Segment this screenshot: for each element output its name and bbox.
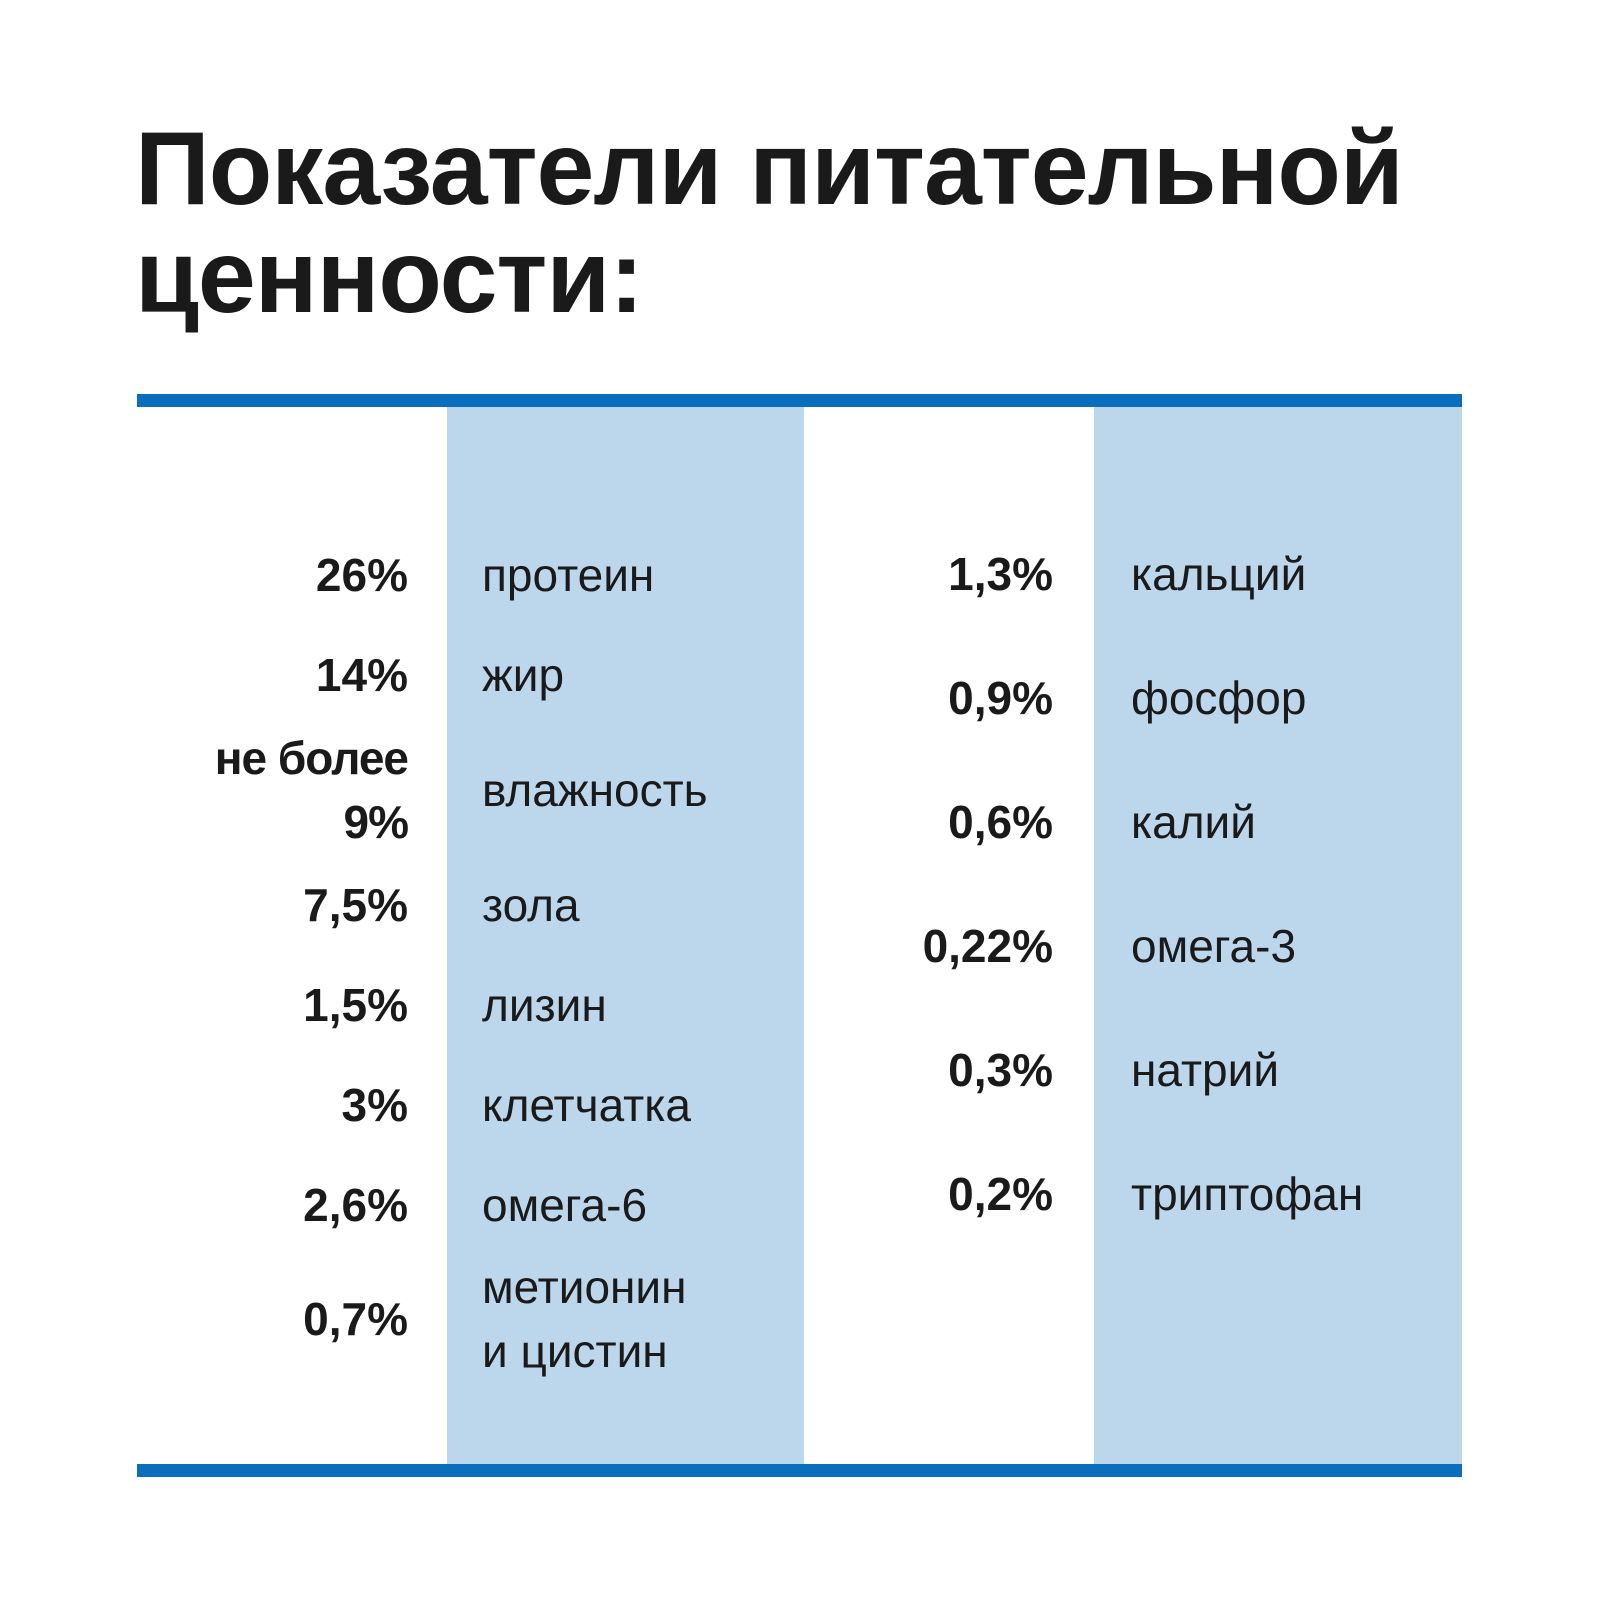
table-row: 3% клетчатка: [137, 1055, 708, 1155]
nutrient-value: 0,2%: [948, 1168, 1053, 1220]
nutrient-name: клетчатка: [482, 1079, 691, 1131]
nutrient-value: 0,9%: [948, 672, 1053, 724]
nutrient-name: натрий: [1131, 1044, 1280, 1096]
nutrient-name: фосфор: [1131, 672, 1307, 724]
nutrient-name: зола: [482, 879, 580, 931]
nutrient-value: 0,3%: [948, 1044, 1053, 1096]
nutrient-value: 7,5%: [303, 879, 408, 931]
nutrient-value: 2,6%: [303, 1179, 408, 1231]
nutrient-name: протеин: [482, 549, 655, 601]
table-row: не более 9% влажность: [137, 725, 708, 855]
table-row: 1,3% кальций: [820, 542, 1363, 666]
nutrient-name: жир: [482, 649, 565, 701]
nutrient-value: 1,3%: [948, 548, 1053, 600]
table-row: 14% жир: [137, 625, 708, 725]
table-row: 7,5% зола: [137, 855, 708, 955]
nutrient-value: 0,7%: [303, 1293, 408, 1345]
table-row: 1,5% лизин: [137, 955, 708, 1055]
left-table: 26% протеин 14% жир не более 9% влажность 7,5%…: [137, 525, 708, 1383]
nutrient-value: 26%: [315, 549, 408, 601]
nutrient-name: метионин и цистин: [482, 1261, 687, 1377]
nutrient-name: триптофан: [1131, 1168, 1364, 1220]
nutrient-value: не более 9%: [214, 732, 409, 848]
nutrient-value: 14%: [315, 649, 408, 701]
table-row: 0,22% омега-3: [820, 914, 1363, 1038]
nutrient-value: 0,22%: [922, 920, 1053, 972]
nutrient-name: омега-6: [482, 1179, 648, 1231]
nutrient-name: кальций: [1131, 548, 1307, 600]
table-row: 0,6% калий: [820, 790, 1363, 914]
table-row: 0,9% фосфор: [820, 666, 1363, 790]
nutrient-name: калий: [1131, 796, 1256, 848]
table-row: 0,3% натрий: [820, 1038, 1363, 1162]
nutrient-name: лизин: [482, 979, 607, 1031]
nutrient-name: влажность: [482, 764, 708, 816]
right-table: 1,3% кальций 0,9% фосфор 0,6% калий 0,22% омега…: [820, 542, 1364, 1286]
nutrient-value: 3%: [341, 1079, 408, 1131]
bottom-rule: [137, 1464, 1462, 1477]
highlight-column: [447, 407, 804, 1465]
top-rule: [137, 394, 1462, 407]
table-row: 0,7% метионин и цистин: [137, 1255, 708, 1383]
nutrient-value: 0,6%: [948, 796, 1053, 848]
title: Показатели питательной ценности:: [135, 111, 1404, 335]
table-row: 2,6% омега-6: [137, 1155, 708, 1255]
highlight-column: [1094, 407, 1462, 1465]
nutrient-value: 1,5%: [303, 979, 408, 1031]
nutrient-name: омега-3: [1131, 920, 1297, 972]
table-row: 26% протеин: [137, 525, 708, 625]
table-row: 0,2% триптофан: [820, 1162, 1363, 1286]
